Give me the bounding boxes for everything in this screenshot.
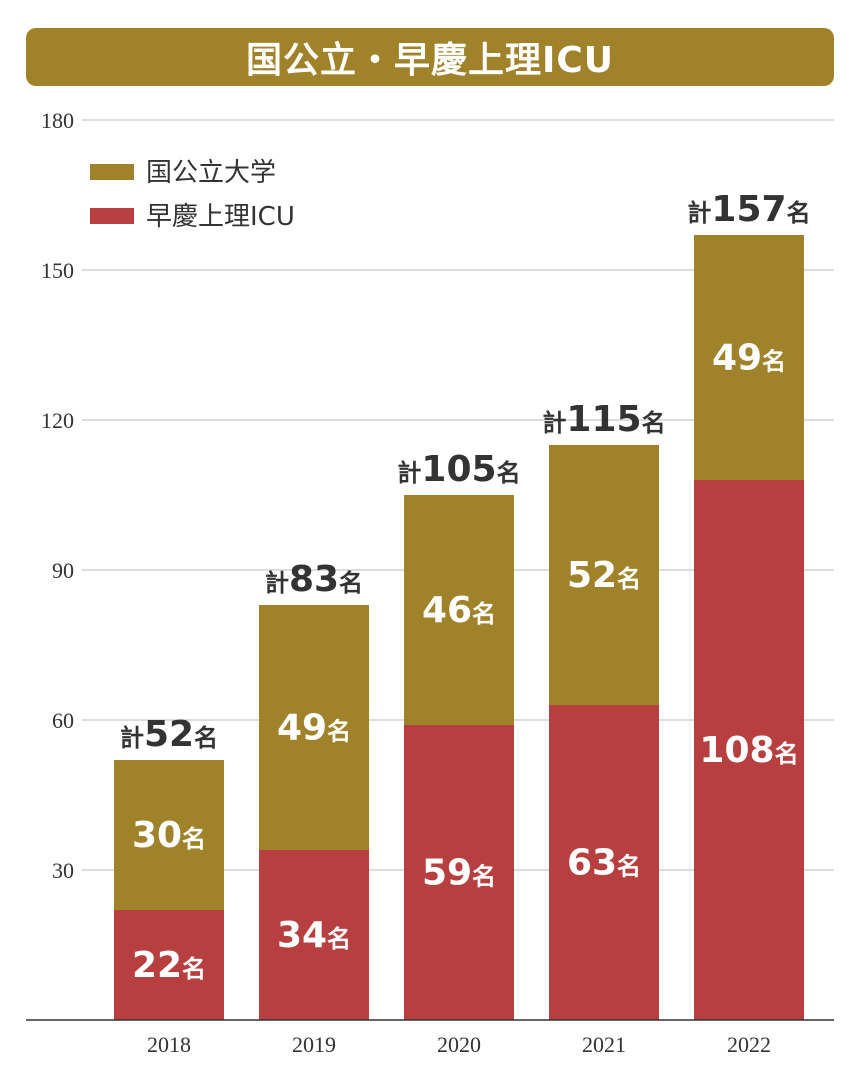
total-data-label: 計52名 (120, 714, 218, 755)
total-data-label: 計115名 (542, 399, 665, 440)
x-tick-label: 2020 (437, 1032, 481, 1057)
segment-data-label: 49名 (277, 708, 351, 749)
total-data-label: 計83名 (265, 559, 363, 600)
y-tick-label: 180 (41, 108, 74, 133)
total-data-label: 計157名 (687, 189, 810, 230)
bar-segment-waseda-keio (694, 480, 804, 1020)
segment-data-label: 52名 (567, 555, 641, 596)
y-tick-label: 150 (41, 258, 74, 283)
x-tick-label: 2022 (727, 1032, 771, 1057)
bar-segment-national-public (114, 760, 224, 910)
legend-swatch (90, 164, 134, 180)
x-tick-label: 2019 (292, 1032, 336, 1057)
segment-data-label: 22名 (132, 945, 206, 986)
total-data-label: 計105名 (397, 449, 520, 490)
bar-segment-waseda-keio (404, 725, 514, 1020)
legend-label: 早慶上理ICU (146, 202, 295, 232)
segment-data-label: 46名 (422, 590, 496, 631)
bar-segment-national-public (404, 495, 514, 725)
x-tick-label: 2021 (582, 1032, 626, 1057)
segment-data-label: 34名 (277, 915, 351, 956)
segment-data-label: 63名 (567, 843, 641, 884)
segment-data-label: 108名 (699, 730, 798, 771)
segment-data-label: 30名 (132, 815, 206, 856)
y-tick-label: 60 (52, 708, 74, 733)
bar-segment-national-public (694, 235, 804, 480)
legend-label: 国公立大学 (146, 158, 276, 188)
x-tick-label: 2018 (147, 1032, 191, 1057)
legend-swatch (90, 208, 134, 224)
y-tick-label: 90 (52, 558, 74, 583)
bar-segment-national-public (259, 605, 369, 850)
segment-data-label: 59名 (422, 853, 496, 894)
segment-data-label: 49名 (712, 338, 786, 379)
y-tick-label: 120 (41, 408, 74, 433)
y-tick-label: 30 (52, 858, 74, 883)
bar-segment-waseda-keio (259, 850, 369, 1020)
chart-title: 国公立・早慶上理ICU (26, 28, 834, 86)
bar-segment-national-public (549, 445, 659, 705)
bar-segment-waseda-keio (114, 910, 224, 1020)
bar-segment-waseda-keio (549, 705, 659, 1020)
